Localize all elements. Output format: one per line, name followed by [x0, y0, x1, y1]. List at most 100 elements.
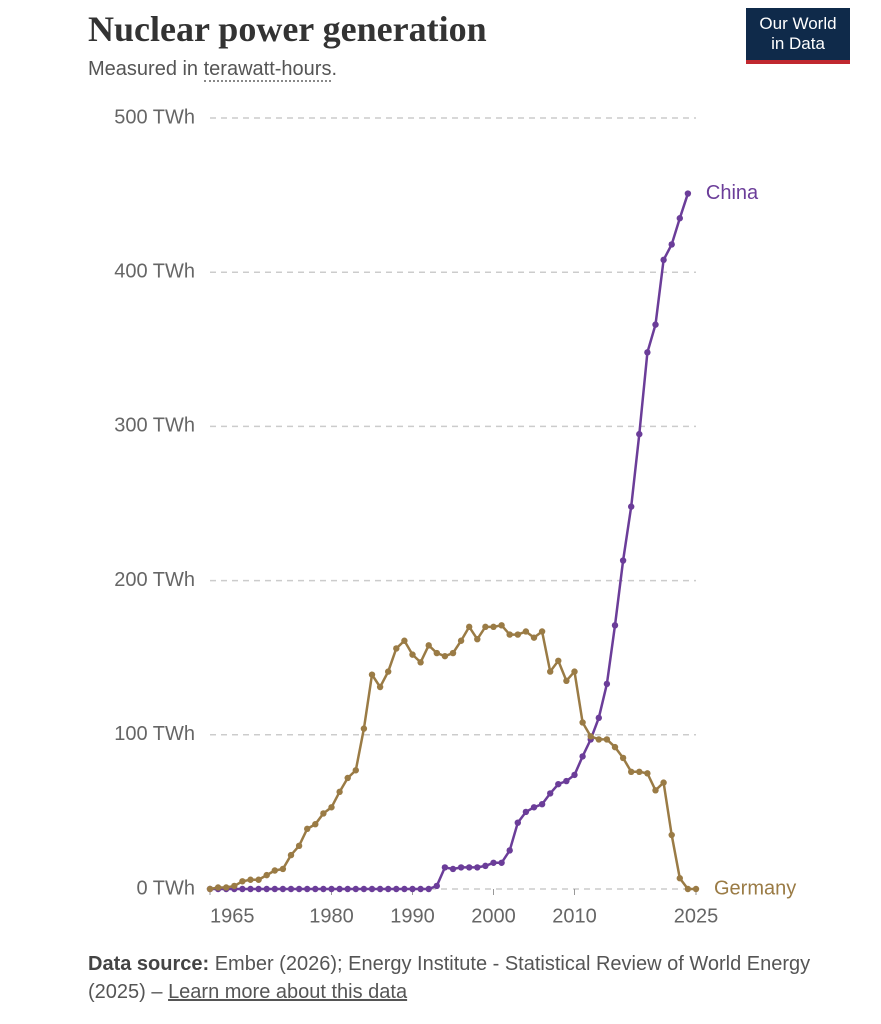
- subtitle: Measured in terawatt-hours.: [88, 58, 338, 82]
- chart: 0 TWh 100 TWh 200 TWh 300 TWh 400 TWh 500 TWh…: [114, 106, 796, 927]
- data-point: [595, 736, 602, 743]
- data-point: [271, 885, 278, 893]
- data-point: [279, 885, 287, 893]
- data-point: [433, 649, 440, 657]
- data-point: [563, 777, 570, 785]
- data-point: [555, 780, 562, 788]
- data-point: [360, 885, 368, 893]
- data-point: [441, 652, 449, 660]
- data-point: [385, 885, 392, 893]
- data-point: [368, 885, 376, 893]
- data-point: [498, 859, 505, 866]
- series-line: [210, 193, 690, 891]
- data-point: [522, 808, 530, 816]
- y-tick-label: 500 TWh: [114, 106, 195, 128]
- logo[interactable]: Our World in Data: [746, 8, 850, 64]
- data-point: [247, 876, 254, 883]
- data-point: [482, 862, 489, 870]
- data-point: [668, 831, 675, 839]
- data-point: [271, 867, 278, 874]
- data-point: [530, 634, 538, 641]
- data-point: [304, 825, 311, 833]
- data-point: [555, 657, 562, 664]
- data-point: [538, 628, 546, 635]
- data-point: [660, 779, 667, 786]
- data-point: [312, 885, 319, 893]
- data-point: [474, 635, 481, 643]
- data-point: [457, 637, 465, 644]
- logo-line: in Data: [771, 34, 825, 53]
- series-label: Germany: [714, 877, 796, 899]
- data-point: [239, 878, 246, 885]
- data-point: [295, 842, 303, 850]
- data-point: [344, 774, 351, 782]
- data-point: [206, 885, 214, 893]
- data-point: [619, 754, 627, 762]
- data-point: [295, 885, 303, 893]
- data-point: [514, 631, 521, 638]
- data-point: [328, 804, 335, 811]
- data-point: [466, 623, 473, 631]
- data-point: [352, 767, 359, 774]
- data-point: [385, 668, 392, 675]
- data-point: [360, 725, 368, 732]
- data-point: [547, 790, 554, 797]
- data-point: [409, 651, 416, 658]
- data-point: [449, 649, 457, 657]
- data-point: [368, 671, 376, 678]
- data-point: [603, 680, 611, 688]
- x-tick-label: 2000: [471, 905, 516, 927]
- chart-title: Nuclear power generation: [88, 9, 487, 49]
- data-point: [571, 668, 578, 675]
- data-point: [538, 800, 546, 808]
- subtitle-end: .: [331, 58, 338, 80]
- data-point: [312, 821, 319, 828]
- data-point: [344, 885, 351, 893]
- data-point: [644, 349, 651, 356]
- data-point: [587, 733, 594, 740]
- data-point: [336, 788, 343, 796]
- data-point: [522, 628, 530, 635]
- data-point: [684, 885, 692, 893]
- data-point: [636, 430, 643, 438]
- data-point: [214, 884, 222, 891]
- data-point: [579, 719, 586, 726]
- data-point: [571, 771, 578, 779]
- data-point: [287, 851, 295, 859]
- subtitle-term[interactable]: terawatt-hours: [203, 58, 332, 82]
- data-point: [255, 876, 262, 883]
- data-point: [619, 557, 627, 564]
- data-point: [506, 847, 513, 854]
- logo-line: Our World: [759, 14, 837, 33]
- x-tick-label: 1990: [390, 905, 435, 927]
- data-point: [466, 864, 473, 871]
- data-point: [239, 885, 246, 893]
- data-point: [668, 241, 675, 248]
- data-point: [490, 859, 497, 866]
- data-point: [636, 768, 643, 776]
- data-point: [449, 865, 457, 873]
- data-point: [417, 885, 424, 893]
- series-label: China: [706, 182, 759, 204]
- data-point: [433, 882, 440, 890]
- data-point: [401, 637, 408, 644]
- data-point: [417, 659, 424, 666]
- data-point: [336, 885, 343, 893]
- data-point: [457, 864, 465, 871]
- source-text: Ember (2026); Energy Institute - Statist…: [88, 953, 811, 1003]
- data-point: [304, 885, 311, 893]
- data-point: [530, 804, 538, 811]
- y-tick-label: 0 TWh: [136, 877, 195, 899]
- data-point: [684, 190, 692, 197]
- data-point: [320, 885, 327, 893]
- data-point: [506, 631, 513, 638]
- x-tick-label: 2010: [552, 905, 597, 927]
- data-point: [595, 714, 602, 722]
- source-link[interactable]: Learn more about this data: [168, 981, 408, 1003]
- data-point: [498, 622, 505, 629]
- y-tick-label: 300 TWh: [114, 415, 195, 437]
- data-point: [628, 503, 635, 510]
- data-point: [611, 622, 619, 629]
- data-point: [611, 743, 619, 751]
